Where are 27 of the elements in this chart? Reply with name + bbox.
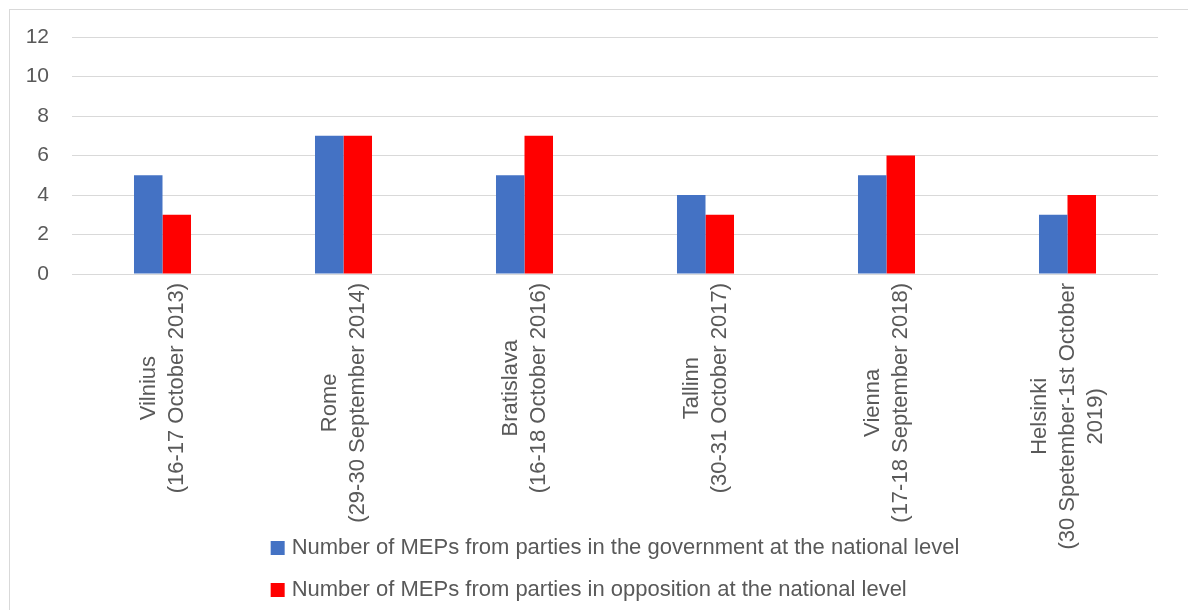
- bar: [676, 195, 706, 274]
- x-tick-label: Helsinki (30 Spetember-1st October 2019): [1025, 282, 1107, 550]
- bar: [495, 175, 525, 274]
- bar: [524, 135, 554, 274]
- bar: [886, 155, 916, 274]
- y-tick-label: 6: [37, 142, 49, 166]
- bar: [343, 135, 373, 274]
- x-tick-label: Vienna (17-18 September 2018): [858, 283, 912, 523]
- bar: [314, 135, 344, 274]
- bar: [162, 214, 192, 274]
- y-tick-label: 10: [25, 63, 49, 87]
- bar: [1067, 195, 1097, 274]
- bar: [857, 175, 887, 274]
- legend-label: Number of MEPs from parties in opposition at the national level: [291, 576, 907, 602]
- x-tick-label: Rome (29-30 September 2014): [315, 283, 369, 523]
- y-tick-label: 12: [25, 23, 49, 47]
- bar: [133, 175, 163, 274]
- y-tick-label: 8: [37, 102, 49, 126]
- y-tick-label: 4: [37, 181, 50, 205]
- x-tick-label: Bratislava (16-18 October 2016): [496, 283, 550, 494]
- y-tick-label: 0: [37, 260, 49, 284]
- x-tick-label: Vilnius (16-17 October 2013): [134, 283, 188, 494]
- x-tick-label: Tallinn (30-31 October 2017): [677, 283, 731, 494]
- bar: [1038, 214, 1068, 274]
- y-tick-label: 2: [37, 221, 49, 245]
- bar: [705, 214, 735, 274]
- legend-label: Number of MEPs from parties in the government at the national level: [291, 534, 960, 560]
